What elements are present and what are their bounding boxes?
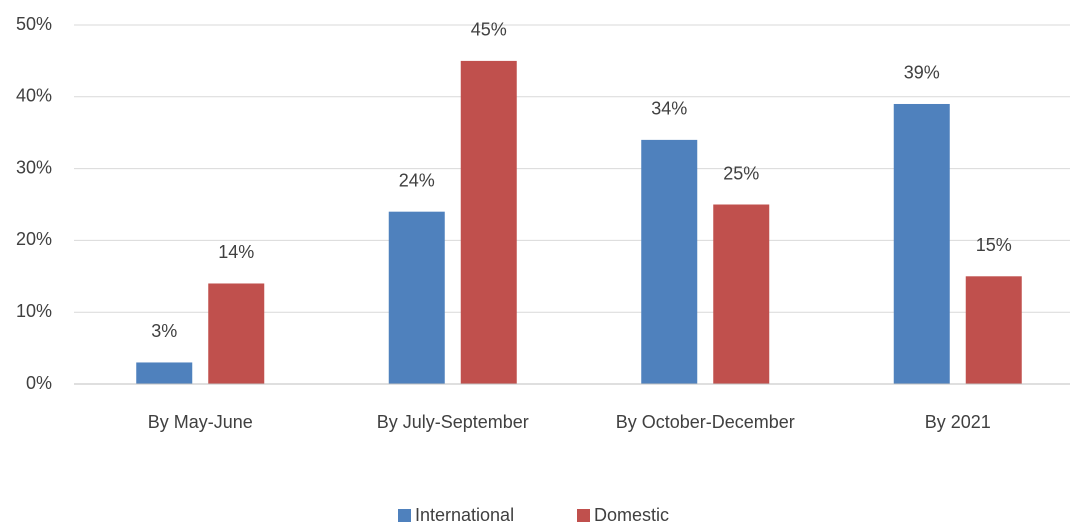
y-tick-label: 20% (16, 229, 52, 249)
x-tick-label: By May-June (148, 412, 253, 432)
bar (136, 362, 193, 384)
y-tick-label: 30% (16, 157, 52, 177)
bar (965, 276, 1022, 384)
x-tick-label: By July-September (377, 412, 529, 432)
x-tick-label: By 2021 (925, 412, 991, 432)
data-label: 3% (151, 321, 177, 341)
y-tick-label: 0% (26, 373, 52, 393)
data-label: 15% (976, 235, 1012, 255)
legend-label: Domestic (594, 505, 669, 525)
y-tick-label: 10% (16, 301, 52, 321)
data-label: 25% (723, 163, 759, 183)
y-tick-label: 50% (16, 14, 52, 34)
bar (388, 211, 445, 384)
data-label: 34% (651, 99, 687, 119)
legend-swatch (577, 509, 590, 522)
bar (641, 139, 698, 384)
bar (713, 204, 770, 384)
data-label: 24% (399, 170, 435, 190)
data-label: 45% (471, 20, 507, 40)
bar (460, 60, 517, 385)
data-label: 39% (904, 63, 940, 83)
x-tick-label: By October-December (616, 412, 795, 432)
legend-swatch (398, 509, 411, 522)
bar (208, 283, 265, 384)
y-tick-label: 40% (16, 86, 52, 106)
legend-label: International (415, 505, 514, 525)
bar (893, 103, 950, 384)
data-label: 14% (218, 242, 254, 262)
